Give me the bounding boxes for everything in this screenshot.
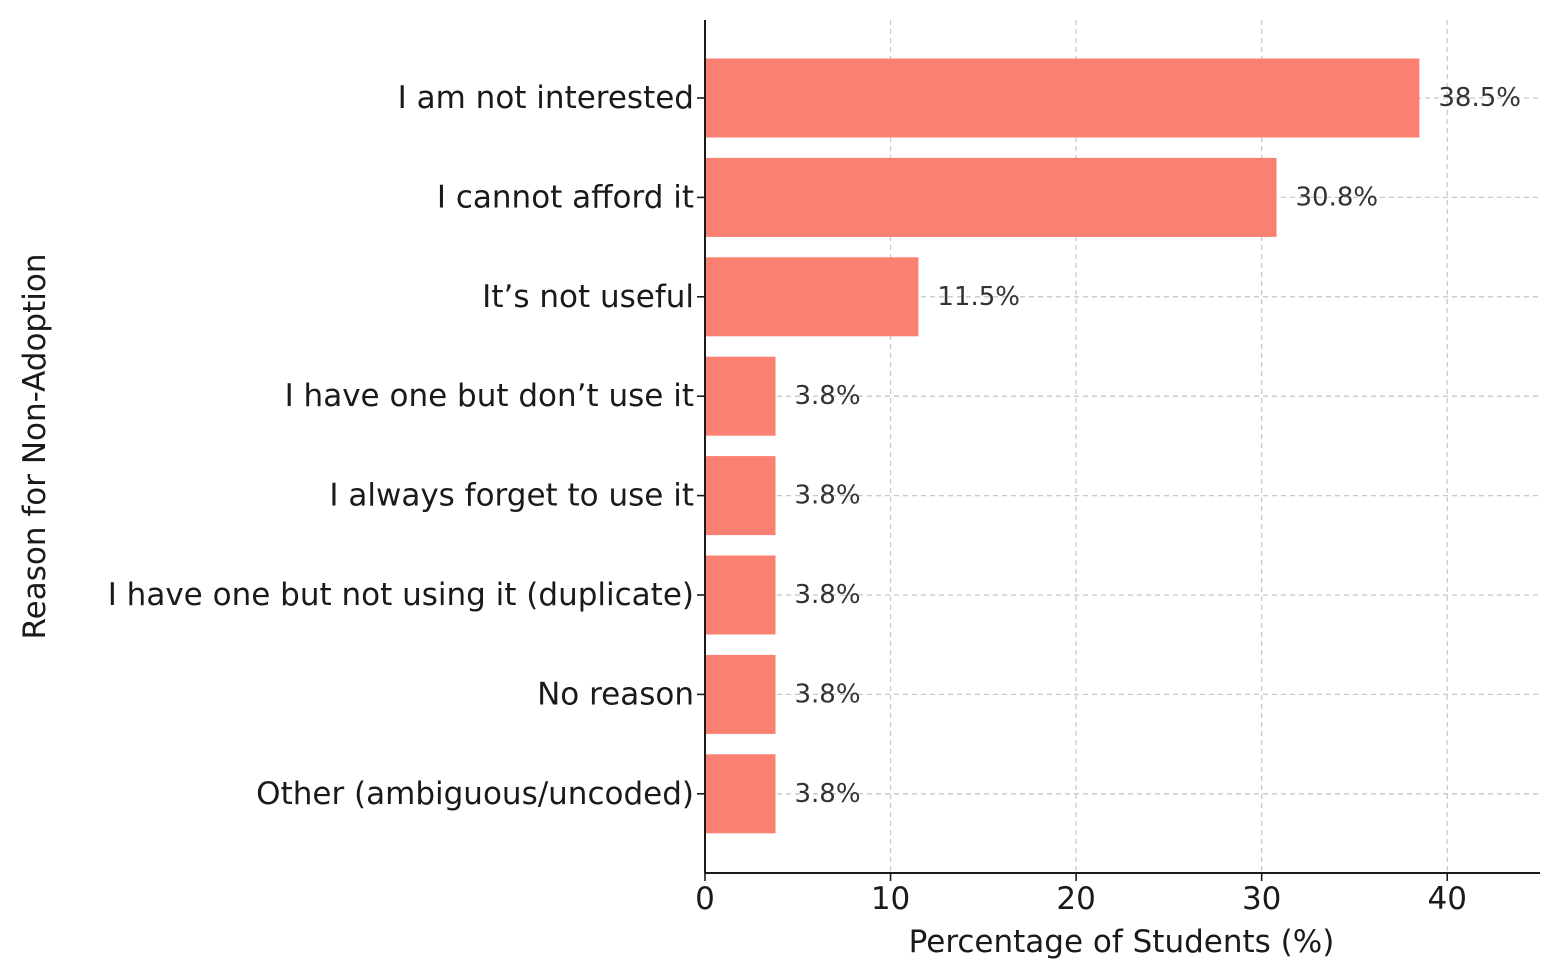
y-tick-label: I am not interested: [398, 80, 694, 116]
x-axis-title: Percentage of Students (%): [909, 924, 1335, 960]
x-tick-label: 40: [1427, 881, 1466, 917]
bars: [705, 58, 1420, 834]
bar: [705, 456, 776, 536]
bar: [705, 654, 776, 734]
data-label: 3.8%: [795, 779, 861, 809]
bar: [705, 58, 1420, 138]
y-tick-label: I always forget to use it: [329, 478, 694, 514]
y-tick-label: I have one but not using it (duplicate): [108, 577, 694, 613]
y-tick-label: It’s not useful: [482, 279, 694, 315]
grid-lines: [705, 20, 1540, 873]
data-label: 3.8%: [795, 381, 861, 411]
bar: [705, 157, 1277, 237]
data-label: 30.8%: [1296, 182, 1379, 212]
data-label: 38.5%: [1438, 83, 1521, 113]
bar: [705, 754, 776, 834]
x-tick-label: 20: [1056, 881, 1095, 917]
y-tick-label: I have one but don’t use it: [285, 378, 694, 414]
y-tick-labels: I am not interested I cannot afford it It’…: [108, 80, 694, 812]
y-tick-label: I cannot afford it: [437, 179, 694, 215]
y-tick-label: No reason: [537, 676, 694, 712]
x-tick-label: 0: [695, 881, 715, 917]
data-label: 3.8%: [795, 580, 861, 610]
data-labels: 38.5% 30.8% 11.5% 3.8% 3.8% 3.8% 3.8% 3.8%: [795, 83, 1521, 809]
y-axis-title: Reason for Non-Adoption: [17, 254, 53, 640]
x-tick-label: 10: [871, 881, 910, 917]
bar: [705, 257, 919, 337]
bar: [705, 356, 776, 436]
data-label: 11.5%: [937, 282, 1020, 312]
x-tick-labels: 0 10 20 30 40: [695, 881, 1467, 917]
bar: [705, 555, 776, 635]
axes: [697, 20, 1540, 881]
x-tick-label: 30: [1242, 881, 1281, 917]
y-tick-label: Other (ambiguous/uncoded): [256, 776, 694, 812]
data-label: 3.8%: [795, 481, 861, 511]
data-label: 3.8%: [795, 679, 861, 709]
